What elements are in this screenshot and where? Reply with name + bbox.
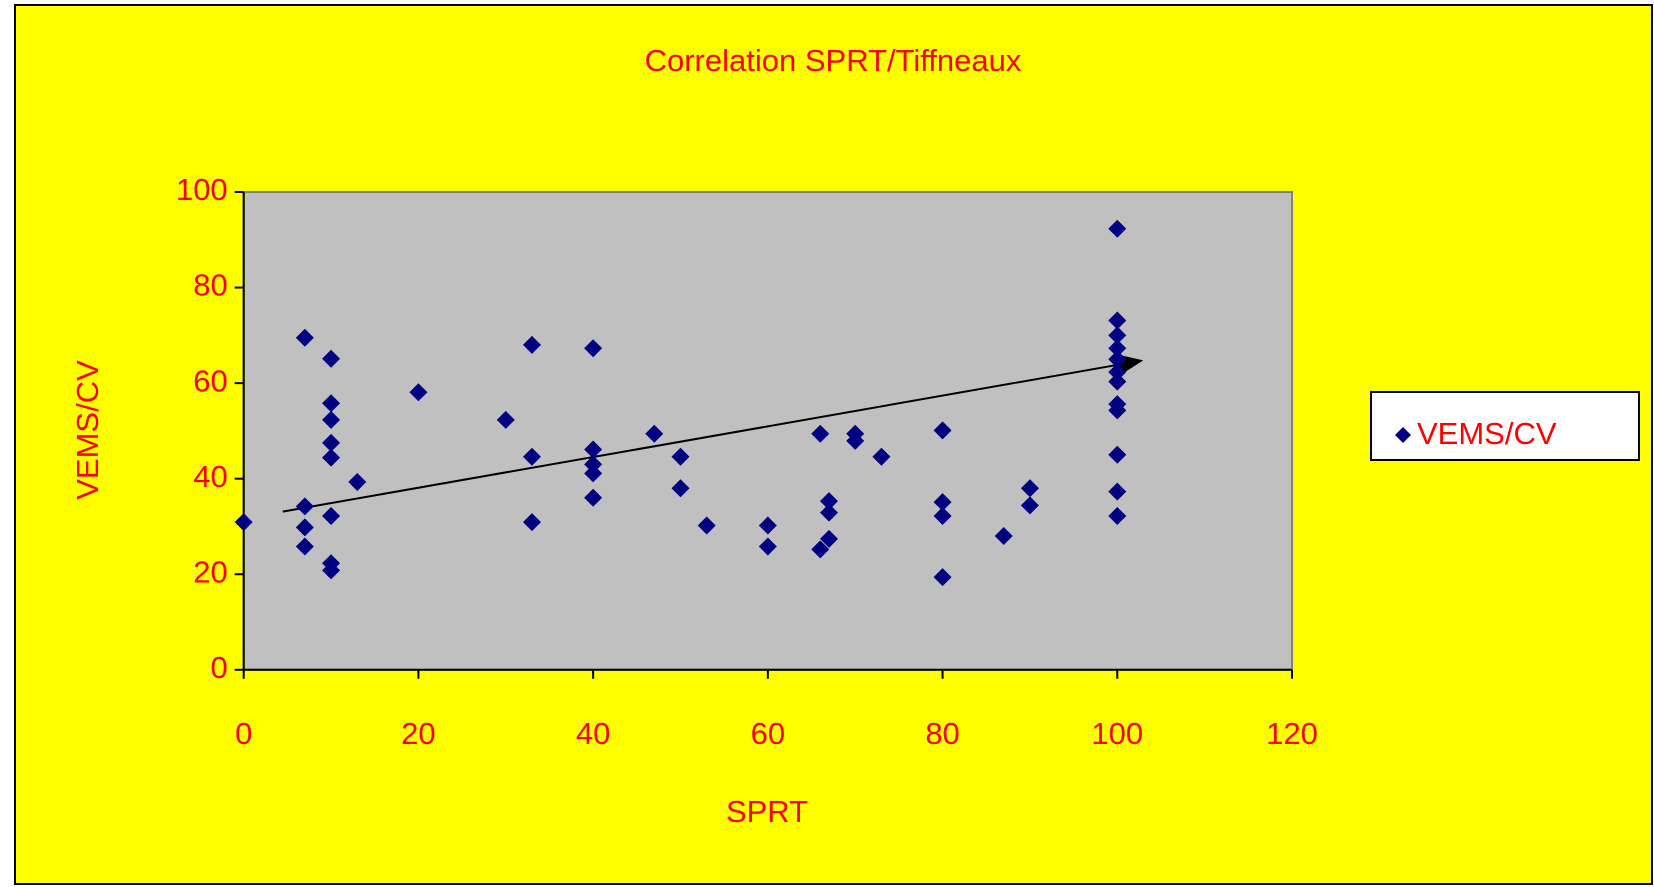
point (322, 433, 341, 452)
point (820, 529, 839, 548)
point (933, 506, 952, 525)
x-tick-label: 80 (925, 716, 959, 751)
x-tick-label: 60 (751, 716, 785, 751)
x-tick-label: 20 (401, 716, 435, 751)
point (322, 410, 341, 429)
point (1108, 339, 1127, 358)
point (933, 493, 952, 512)
point (671, 447, 690, 466)
y-axis-label: VEMS/CV (70, 360, 105, 500)
point (322, 394, 341, 413)
point (322, 506, 341, 525)
point (1108, 326, 1127, 345)
y-tick-label: 100 (176, 172, 228, 207)
point (522, 335, 541, 354)
y-tick-label: 40 (193, 459, 227, 494)
y-tick-label: 0 (210, 650, 227, 685)
point (1108, 350, 1127, 369)
point (584, 464, 603, 483)
point (584, 455, 603, 474)
point (820, 492, 839, 511)
point (645, 424, 664, 443)
plot-area (242, 191, 1294, 671)
point (872, 447, 891, 466)
point (234, 513, 253, 532)
point (584, 488, 603, 507)
point (322, 561, 341, 580)
point (409, 383, 428, 402)
point (322, 349, 341, 368)
point (584, 440, 603, 459)
point (811, 540, 830, 559)
point (1108, 363, 1127, 382)
x-tick-label: 120 (1266, 716, 1318, 751)
point (1108, 372, 1127, 391)
point (295, 497, 314, 516)
point (522, 447, 541, 466)
point (758, 516, 777, 535)
legend-label: VEMS/CV (1417, 416, 1557, 451)
point (522, 513, 541, 532)
x-tick-label: 0 (235, 716, 252, 751)
legend (1370, 391, 1640, 461)
point (933, 568, 952, 587)
y-tick-label: 60 (193, 363, 227, 398)
point (846, 431, 865, 450)
point (697, 516, 716, 535)
x-tick-label: 100 (1091, 716, 1143, 751)
point (820, 503, 839, 522)
point (811, 424, 830, 443)
point (758, 537, 777, 556)
point (496, 410, 515, 429)
point (1108, 311, 1127, 330)
trend-arrow (282, 354, 1144, 513)
point (322, 448, 341, 467)
point (1108, 401, 1127, 420)
point (671, 479, 690, 498)
point (348, 473, 367, 492)
x-tick-label: 40 (576, 716, 610, 751)
point (1108, 482, 1127, 501)
legend-marker (1395, 427, 1411, 443)
y-tick-label: 80 (193, 268, 227, 303)
point (1020, 479, 1039, 498)
point (295, 328, 314, 347)
point (994, 527, 1013, 546)
point (295, 537, 314, 556)
point (1108, 445, 1127, 464)
point (1108, 219, 1127, 238)
point (295, 518, 314, 537)
y-tick-label: 20 (193, 554, 227, 589)
chart-title: Correlation SPRT/Tiffneaux (645, 43, 1022, 78)
point (933, 421, 952, 440)
x-axis-label: SPRT (726, 794, 808, 829)
point (1108, 506, 1127, 525)
point (1020, 496, 1039, 515)
point (584, 339, 603, 358)
